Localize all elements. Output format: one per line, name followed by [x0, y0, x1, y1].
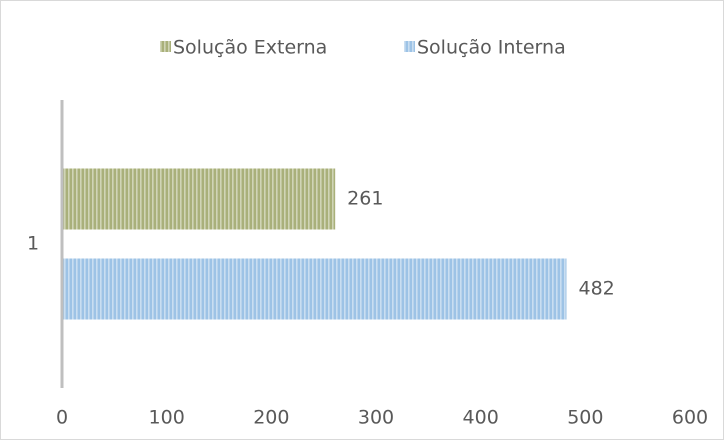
x-tick-label: 100: [149, 407, 185, 429]
legend-swatch-pattern: [404, 41, 415, 52]
data-label: 261: [347, 188, 383, 210]
bar-fill: [62, 258, 567, 320]
bar: [62, 258, 567, 320]
x-tick-label: 300: [358, 407, 394, 429]
x-tick-label: 600: [672, 407, 708, 429]
legend-label: Solução Externa: [173, 37, 327, 59]
x-tick-label: 0: [56, 407, 68, 429]
data-label: 482: [578, 278, 614, 300]
y-tick-label: 1: [27, 233, 39, 255]
x-tick-label: 400: [463, 407, 499, 429]
legend-swatch-pattern: [160, 41, 171, 52]
bar-fill: [62, 168, 336, 230]
bar: [62, 168, 336, 230]
legend-label: Solução Interna: [417, 37, 566, 59]
x-tick-label: 200: [253, 407, 289, 429]
x-tick-label: 500: [567, 407, 603, 429]
